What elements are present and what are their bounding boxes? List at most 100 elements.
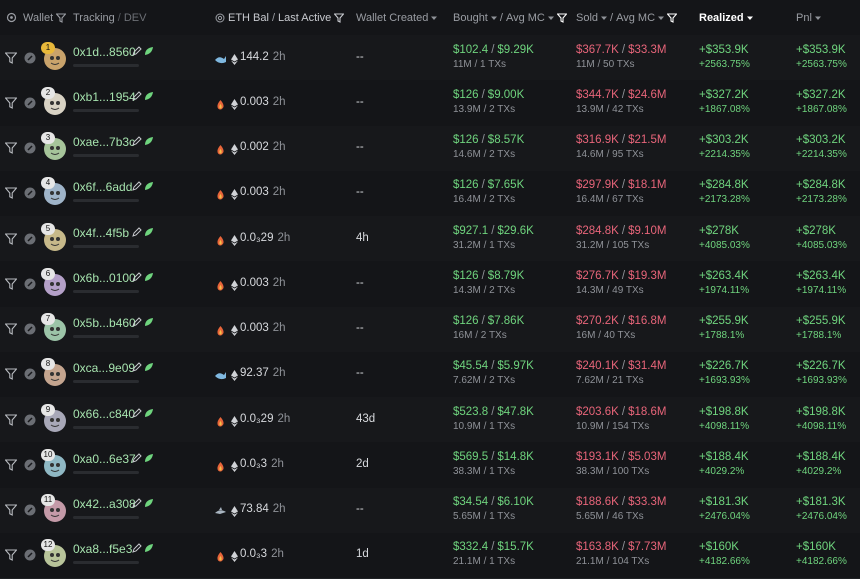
sold-amount: $203.6K <box>576 405 619 418</box>
explorer-icon[interactable] <box>24 549 36 561</box>
pnl-percent: +1974.11% <box>796 284 847 296</box>
sort-caret[interactable] <box>547 15 554 21</box>
header-label[interactable]: Wallet Created <box>356 11 429 24</box>
wallet-address[interactable]: 0x5b...b460 <box>73 316 136 331</box>
sort-caret[interactable] <box>431 15 438 21</box>
row-filter-icon[interactable] <box>5 549 17 562</box>
explorer-icon[interactable] <box>24 459 36 471</box>
sort-caret[interactable] <box>746 15 753 21</box>
edit-icon[interactable] <box>132 362 142 373</box>
header-label[interactable]: Pnl <box>796 11 812 24</box>
bought-detail: 31.2M / 1 TXs <box>453 239 516 251</box>
realized-percent: +1788.1% <box>699 330 745 342</box>
realized-percent: +4029.2% <box>699 465 745 477</box>
explorer-icon[interactable] <box>24 504 36 516</box>
explorer-icon[interactable] <box>24 52 36 64</box>
wallet-address[interactable]: 0xb1...1954 <box>73 89 136 104</box>
sold-avg-mc: $18.6M <box>628 405 667 418</box>
wallet-address[interactable]: 0xa0...6e37 <box>73 451 136 466</box>
header-label[interactable]: Avg MC <box>505 11 545 24</box>
wallet-address[interactable]: 0x6b...0100 <box>73 270 136 285</box>
row-filter-icon[interactable] <box>5 459 17 471</box>
row-filter-icon[interactable] <box>5 368 17 381</box>
last-active: 2h <box>272 503 286 516</box>
pnl-percent: +1693.93% <box>796 375 847 387</box>
header-label[interactable]: Bought <box>453 11 488 24</box>
eth-balance-group: 144.2 2h <box>240 51 286 63</box>
row-filter-icon[interactable] <box>5 187 17 200</box>
row-filter-icon[interactable] <box>5 52 17 64</box>
edit-icon[interactable] <box>132 91 142 101</box>
edit-icon[interactable] <box>132 498 142 508</box>
explorer-icon[interactable] <box>24 233 36 245</box>
tracking-bar <box>73 380 139 384</box>
edit-icon[interactable] <box>132 543 142 554</box>
sold-detail: 5.65M / 46 TXs <box>576 511 644 523</box>
sold-detail: 10.9M / 154 TXs <box>576 420 650 432</box>
wallet-address[interactable]: 0x1d...8560 <box>73 44 136 59</box>
wallet-created: 1d <box>356 548 369 561</box>
holder-icon <box>217 416 224 427</box>
sold-detail: 7.62M / 21 TXs <box>576 375 644 387</box>
wallet-address[interactable]: 0xca...9e09 <box>73 361 136 376</box>
row-filter-icon[interactable] <box>5 142 17 155</box>
explorer-icon[interactable] <box>24 323 36 335</box>
realized-header: Realized <box>699 0 753 35</box>
row-filter-icon[interactable] <box>5 233 17 245</box>
edit-icon[interactable] <box>132 45 142 56</box>
edit-icon[interactable] <box>132 226 142 237</box>
edit-icon[interactable] <box>132 407 142 418</box>
sold-line: $276.7K / $19.3M <box>576 270 666 282</box>
separator: / <box>621 405 626 418</box>
edit-icon[interactable] <box>132 453 142 463</box>
explorer-icon[interactable] <box>24 414 36 426</box>
row-filter-icon[interactable] <box>5 504 17 517</box>
edit-icon[interactable] <box>132 317 142 327</box>
wallet-address[interactable]: 0x66...c840 <box>73 406 136 421</box>
explorer-icon[interactable] <box>24 278 36 290</box>
row-filter-icon[interactable] <box>5 278 17 290</box>
bought-amount: $126 <box>453 269 479 282</box>
separator: / <box>621 134 626 147</box>
wallet-address[interactable]: 0x42...a308 <box>73 497 136 512</box>
wallet-address[interactable]: 0xae...7b3c <box>73 135 136 150</box>
sold-avg-mc: $16.8M <box>628 315 667 328</box>
explorer-icon[interactable] <box>24 97 36 109</box>
wallet-row: 4 0x6f...6add 0.003 2h -- $126/$7.65K 16.4M / … <box>0 170 860 217</box>
header-label[interactable]: Realized <box>699 11 744 24</box>
sort-caret[interactable] <box>601 15 608 21</box>
wallet-address[interactable]: 0x6f...6add <box>73 180 133 195</box>
eth-balance-group: 0.003 2h <box>240 277 286 289</box>
separator: / <box>481 88 485 101</box>
explorer-icon[interactable] <box>24 142 36 154</box>
row-filter-icon[interactable] <box>5 414 17 426</box>
filter-icon[interactable] <box>334 12 345 23</box>
sort-caret[interactable] <box>490 15 497 21</box>
filter-icon[interactable] <box>556 12 567 23</box>
sold-amount: $344.7K <box>576 88 619 101</box>
sort-caret[interactable] <box>658 15 665 21</box>
sort-caret[interactable] <box>814 15 821 21</box>
settings-icon[interactable] <box>6 12 17 23</box>
header-label[interactable]: Sold <box>576 11 599 24</box>
sold-amount: $240.1K <box>576 360 619 373</box>
edit-icon[interactable] <box>132 181 142 192</box>
row-filter-icon[interactable] <box>5 323 17 336</box>
row-filter-icon[interactable] <box>5 97 17 109</box>
edit-icon[interactable] <box>132 272 142 282</box>
realized-amount: +$181.3K <box>699 496 749 509</box>
bought-line: $523.8/$47.8K <box>453 406 534 418</box>
filter-icon[interactable] <box>667 12 678 23</box>
header-label[interactable]: Avg MC <box>616 11 656 24</box>
wallet-address[interactable]: 0x4f...4f5b <box>73 225 130 240</box>
bought-line: $102.4/$9.29K <box>453 44 534 56</box>
header-label: DEV <box>123 11 147 24</box>
explorer-icon[interactable] <box>24 187 36 199</box>
bought-avg-mc: $29.6K <box>497 224 534 237</box>
filter-icon[interactable] <box>56 12 67 23</box>
bought-avg-mc: $7.86K <box>487 315 525 328</box>
header-label[interactable]: Last Active <box>278 11 332 24</box>
wallet-address[interactable]: 0xa8...f5e3 <box>73 542 133 557</box>
edit-icon[interactable] <box>132 136 142 146</box>
explorer-icon[interactable] <box>24 368 36 380</box>
